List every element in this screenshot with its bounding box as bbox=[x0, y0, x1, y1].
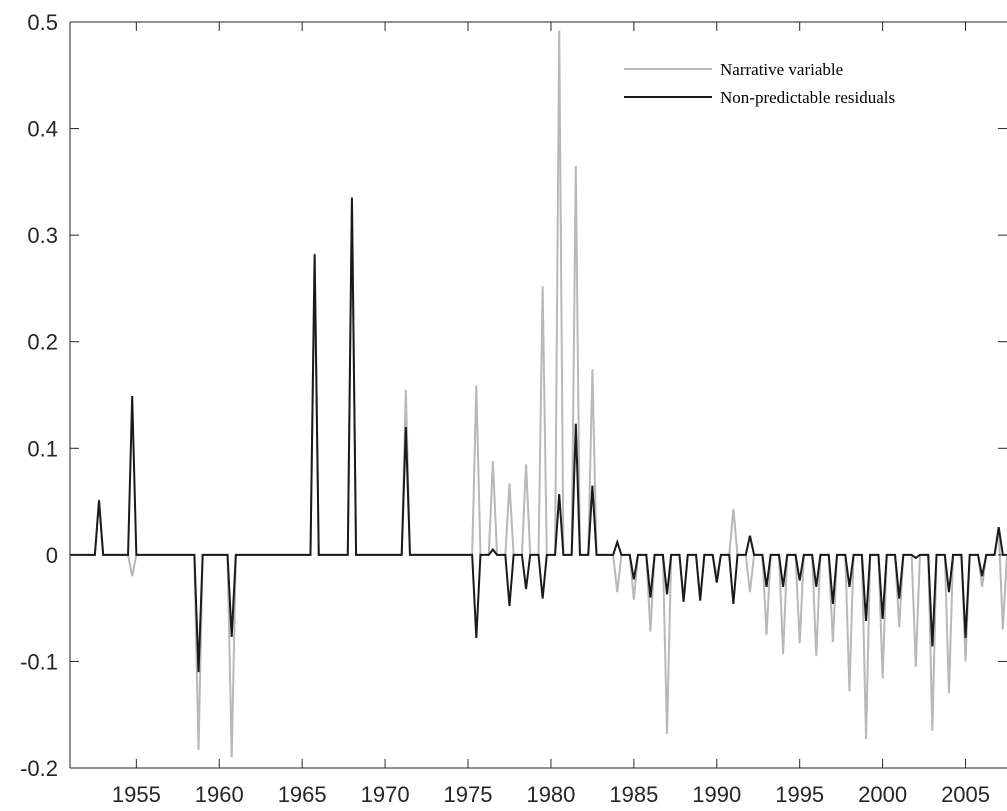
y-tick-label: 0.3 bbox=[27, 223, 58, 248]
x-tick-label: 1960 bbox=[195, 782, 244, 807]
x-tick-label: 1965 bbox=[278, 782, 327, 807]
x-tick-label: 1970 bbox=[361, 782, 410, 807]
x-tick-label: 1975 bbox=[444, 782, 493, 807]
x-tick-label: 1995 bbox=[775, 782, 824, 807]
x-tick-label: 1985 bbox=[609, 782, 658, 807]
plot-area bbox=[70, 22, 1007, 768]
y-tick-label: 0.1 bbox=[27, 436, 58, 461]
legend-label-narrative: Narrative variable bbox=[720, 60, 843, 79]
legend: Narrative variable Non-predictable resid… bbox=[624, 60, 895, 107]
y-tick-label: 0.5 bbox=[27, 10, 58, 35]
y-tick-label: 0.2 bbox=[27, 330, 58, 355]
axes-layer bbox=[69, 21, 1007, 769]
legend-label-residuals: Non-predictable residuals bbox=[720, 88, 895, 107]
y-tick-label: -0.1 bbox=[20, 649, 58, 674]
x-tick-label: 2000 bbox=[858, 782, 907, 807]
y-tick-label: 0.4 bbox=[27, 117, 58, 142]
x-tick-label: 1955 bbox=[112, 782, 161, 807]
x-tick-label: 1980 bbox=[526, 782, 575, 807]
x-tick-label: 2005 bbox=[941, 782, 990, 807]
plot-area-background bbox=[70, 22, 1007, 768]
series-line-residuals bbox=[70, 197, 1007, 673]
series-layer bbox=[70, 30, 1007, 758]
x-tick-label: 1990 bbox=[692, 782, 741, 807]
ticks-layer: 1955 1960 1965 1970 1975 1980 1985 1990 1995 2000… bbox=[20, 10, 1007, 807]
y-tick-label: -0.2 bbox=[20, 756, 58, 781]
y-tick-label: 0 bbox=[46, 543, 58, 568]
